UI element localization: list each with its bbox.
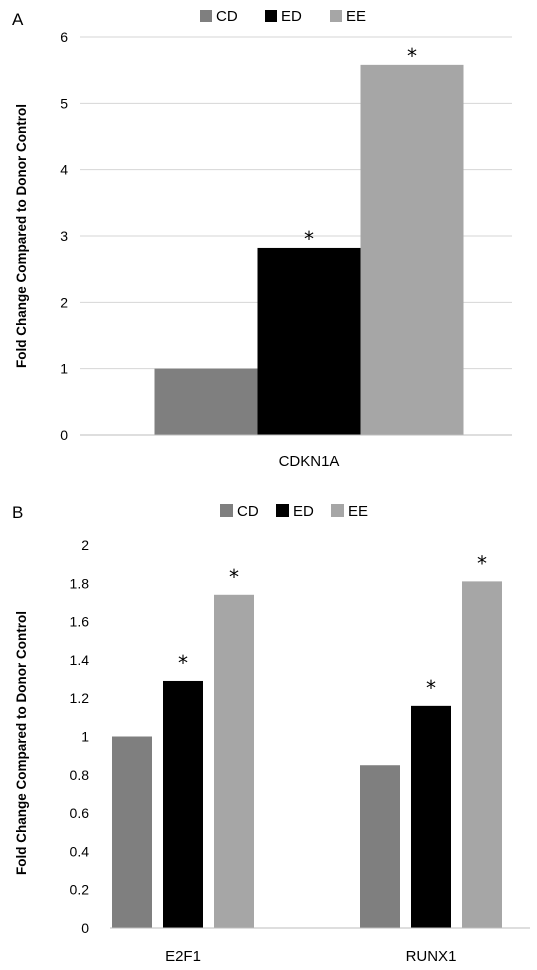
panel-b-y-tick-label: 0.4: [70, 843, 90, 859]
panel-b-significance-star: *: [229, 565, 239, 589]
panel-b-y-tick-label: 0.2: [70, 882, 90, 898]
panel-b: B CD ED EE Fold Change Compared to Donor…: [12, 503, 530, 965]
panel-b-bar-runx1-ee: [462, 581, 502, 928]
panel-b-y-tick-label: 0.6: [70, 805, 90, 821]
panel-a-significance-marks: **: [304, 44, 417, 251]
panel-a-category-label: CDKN1A: [279, 453, 340, 470]
panel-b-significance-marks: * * * *: [178, 551, 487, 699]
panel-a-y-tick-label: 5: [60, 95, 68, 111]
legend-label-cd: CD: [237, 503, 259, 520]
panel-a-bars: [154, 64, 464, 436]
panel-a: A CD ED EE Fold Change Compared to Donor…: [12, 8, 512, 470]
panel-a-y-tick-label: 1: [60, 361, 68, 377]
legend-label-ed: ED: [281, 8, 302, 25]
panel-b-bar-e2f1-ee: [214, 594, 254, 928]
panel-b-bars: [112, 581, 502, 928]
panel-a-y-tick-label: 3: [60, 228, 68, 244]
legend-swatch-ed: [265, 10, 277, 22]
panel-a-bar-cd: [154, 368, 258, 435]
panel-a-bar-ee: [360, 64, 464, 436]
panel-b-bar-e2f1-cd: [112, 736, 152, 928]
panel-b-significance-star: *: [426, 676, 436, 700]
panel-b-bar-runx1-cd: [360, 765, 400, 928]
panel-b-category-label: E2F1: [165, 948, 201, 965]
panel-b-bar-runx1-ed: [411, 705, 451, 928]
panel-b-legend: CD ED EE: [220, 503, 368, 520]
legend-label-ed: ED: [293, 503, 314, 520]
panel-a-y-tick-label: 4: [60, 162, 68, 178]
panel-b-y-tick-label: 1.8: [70, 575, 90, 591]
panel-b-label: B: [12, 503, 23, 522]
panel-a-y-axis-title: Fold Change Compared to Donor Control: [14, 104, 29, 368]
panel-b-y-tick-labels: 0 0.2 0.4 0.6 0.8 1 1.2 1.4 1.6 1.8 2: [70, 537, 90, 936]
panel-a-significance-star: *: [407, 44, 417, 68]
panel-b-y-tick-label: 1.2: [70, 690, 90, 706]
panel-a-y-tick-label: 6: [60, 29, 68, 45]
panel-a-y-tick-labels: 0 1 2 3 4 5 6: [60, 29, 68, 443]
panel-b-y-tick-label: 1.6: [70, 614, 90, 630]
panel-b-y-tick-label: 0: [81, 920, 89, 936]
panel-a-legend: CD ED EE: [200, 8, 366, 25]
panel-b-y-tick-label: 2: [81, 537, 89, 553]
panel-b-y-tick-label: 1: [81, 729, 89, 745]
legend-swatch-cd: [200, 10, 212, 22]
panel-b-y-tick-label: 0.8: [70, 767, 90, 783]
panel-b-y-axis-title: Fold Change Compared to Donor Control: [14, 611, 29, 875]
legend-swatch-cd: [220, 504, 233, 517]
legend-label-cd: CD: [216, 8, 238, 25]
legend-swatch-ed: [276, 504, 289, 517]
panel-b-bar-e2f1-ed: [163, 680, 203, 928]
panel-b-category-labels: E2F1 RUNX1: [165, 948, 456, 965]
panel-a-bar-ed: [257, 247, 361, 435]
panel-b-y-tick-label: 1.4: [70, 652, 90, 668]
panel-a-y-tick-label: 2: [60, 294, 68, 310]
panel-b-category-label: RUNX1: [406, 948, 457, 965]
panel-b-significance-star: *: [477, 551, 487, 575]
legend-swatch-ee: [330, 10, 342, 22]
panel-a-y-tick-label: 0: [60, 427, 68, 443]
legend-label-ee: EE: [348, 503, 368, 520]
panel-b-significance-star: *: [178, 651, 188, 675]
legend-swatch-ee: [331, 504, 344, 517]
panel-a-label: A: [12, 10, 24, 29]
panel-a-significance-star: *: [304, 227, 314, 251]
legend-label-ee: EE: [346, 8, 366, 25]
